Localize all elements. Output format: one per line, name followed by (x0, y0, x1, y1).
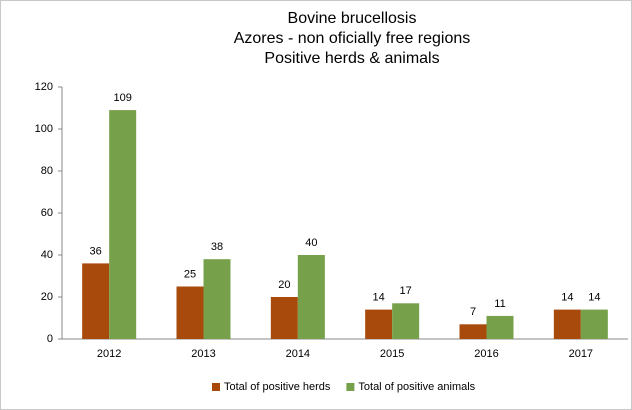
bar (109, 110, 137, 339)
value-label: 38 (211, 241, 223, 253)
x-tick-label: 2015 (380, 348, 404, 360)
chart-title: Azores - non oficially free regions (234, 30, 471, 47)
x-tick-label: 2017 (569, 348, 593, 360)
bar (580, 309, 608, 339)
x-tick-label: 2012 (97, 348, 121, 360)
value-label: 40 (305, 237, 317, 249)
y-tick-label: 80 (41, 165, 53, 177)
bar (486, 315, 514, 339)
y-tick-label: 40 (41, 249, 53, 261)
bar (365, 309, 393, 339)
legend-swatch (346, 383, 355, 391)
y-tick-label: 0 (47, 333, 53, 345)
legend-label: Total of positive herds (224, 381, 331, 393)
value-label: 20 (278, 279, 290, 291)
bar (459, 324, 487, 339)
y-tick-label: 120 (35, 81, 53, 93)
bar (176, 286, 204, 339)
bar (297, 255, 325, 339)
value-label: 36 (90, 245, 102, 257)
value-label: 109 (113, 92, 131, 104)
value-label: 14 (588, 292, 600, 304)
x-tick-label: 2016 (474, 348, 498, 360)
bar (203, 259, 231, 339)
value-label: 14 (373, 292, 385, 304)
value-label: 11 (494, 298, 505, 310)
bar (270, 297, 298, 339)
bar (82, 263, 110, 339)
value-label: 14 (561, 292, 573, 304)
bar (553, 309, 581, 339)
y-tick-label: 20 (41, 291, 53, 303)
legend-swatch (212, 383, 220, 391)
value-label: 25 (184, 268, 196, 280)
value-label: 17 (400, 285, 412, 297)
x-tick-label: 2014 (286, 348, 310, 360)
chart-title: Bovine brucellosis (288, 10, 417, 27)
chart-title: Positive herds & animals (264, 50, 439, 67)
y-tick-label: 60 (41, 207, 53, 219)
y-tick-label: 100 (35, 123, 53, 135)
legend-label: Total of positive animals (358, 381, 475, 393)
value-label: 7 (470, 306, 476, 318)
x-tick-label: 2013 (191, 348, 215, 360)
bar (392, 303, 420, 339)
